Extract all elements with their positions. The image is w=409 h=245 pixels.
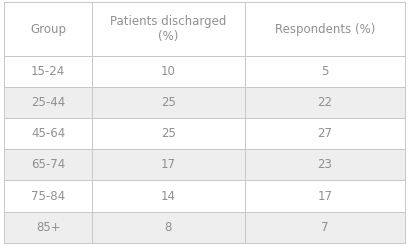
- Bar: [245, 181, 405, 211]
- Bar: [92, 149, 245, 181]
- Text: 17: 17: [161, 159, 176, 172]
- Bar: [92, 56, 245, 87]
- Bar: [4, 87, 92, 118]
- Text: 45-64: 45-64: [31, 127, 65, 140]
- Text: 25: 25: [161, 127, 176, 140]
- Text: 17: 17: [317, 189, 332, 203]
- Bar: [92, 87, 245, 118]
- Text: 75-84: 75-84: [31, 189, 65, 203]
- Text: 10: 10: [161, 65, 176, 78]
- Bar: [92, 181, 245, 211]
- Text: 22: 22: [317, 96, 332, 110]
- Text: 27: 27: [317, 127, 332, 140]
- Text: 65-74: 65-74: [31, 159, 65, 172]
- Bar: [245, 211, 405, 243]
- Text: 25-44: 25-44: [31, 96, 65, 110]
- Text: Respondents (%): Respondents (%): [274, 23, 375, 36]
- Bar: [245, 118, 405, 149]
- Text: 15-24: 15-24: [31, 65, 65, 78]
- Text: 23: 23: [317, 159, 332, 172]
- Bar: [92, 211, 245, 243]
- Bar: [4, 149, 92, 181]
- Text: 14: 14: [161, 189, 176, 203]
- Bar: [4, 211, 92, 243]
- Text: 25: 25: [161, 96, 176, 110]
- Text: 85+: 85+: [36, 220, 61, 233]
- Text: Patients discharged
(%): Patients discharged (%): [110, 15, 227, 43]
- Text: Group: Group: [30, 23, 66, 36]
- Text: 5: 5: [321, 65, 328, 78]
- Bar: [4, 181, 92, 211]
- Bar: [245, 149, 405, 181]
- Bar: [4, 118, 92, 149]
- Bar: [4, 56, 92, 87]
- Bar: [245, 56, 405, 87]
- Bar: [92, 118, 245, 149]
- Text: 7: 7: [321, 220, 328, 233]
- Bar: [92, 2, 245, 56]
- Bar: [245, 2, 405, 56]
- Bar: [4, 2, 92, 56]
- Text: 8: 8: [165, 220, 172, 233]
- Bar: [245, 87, 405, 118]
